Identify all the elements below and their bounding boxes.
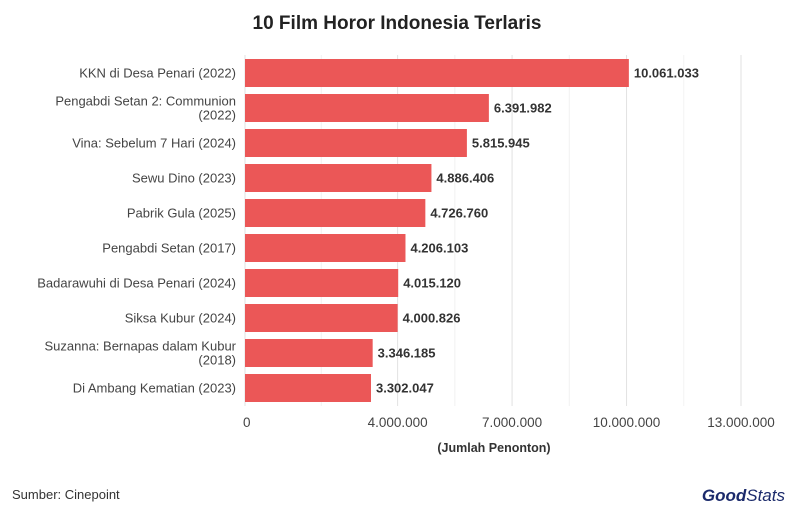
x-axis-title: (Jumlah Penonton) <box>437 441 550 455</box>
bar <box>245 129 467 157</box>
category-label: Sewu Dino (2023) <box>132 171 236 186</box>
bar <box>245 164 432 192</box>
value-label: 5.815.945 <box>472 136 530 151</box>
svg-text:GoodStats: GoodStats <box>702 486 786 505</box>
x-tick-label: 10.000.000 <box>593 415 661 430</box>
category-label: Pengabdi Setan (2017) <box>102 241 236 256</box>
value-label: 4.886.406 <box>436 171 494 186</box>
logo-text-stats: Stats <box>746 486 785 505</box>
value-label: 6.391.982 <box>494 101 552 116</box>
category-label: Pengabdi Setan 2: Communion (2022) <box>55 94 236 123</box>
bar <box>245 94 489 122</box>
x-tick-label: 7.000.000 <box>482 415 542 430</box>
value-label: 3.346.185 <box>378 346 436 361</box>
x-axis-ticks: 0 4.000.000 7.000.000 10.000.000 13.000.000 <box>243 415 775 430</box>
bar <box>245 199 426 227</box>
bar <box>245 339 373 367</box>
category-label: Suzanna: Bernapas dalam Kubur (2018) <box>44 339 236 368</box>
value-label: 4.015.120 <box>403 276 461 291</box>
value-labels: 10.061.033 6.391.982 5.815.945 4.886.406 4.7… <box>376 66 699 396</box>
source-note: Sumber: Cinepoint <box>12 487 120 502</box>
value-label: 3.302.047 <box>376 381 434 396</box>
category-label: Di Ambang Kematian (2023) <box>73 381 236 396</box>
x-tick-label: 0 <box>243 415 251 430</box>
value-label: 4.206.103 <box>410 241 468 256</box>
logo-text-good: Good <box>702 486 747 505</box>
x-tick-label: 13.000.000 <box>707 415 775 430</box>
category-label: KKN di Desa Penari (2022) <box>79 66 236 81</box>
goodstats-logo: GoodStats <box>702 486 786 505</box>
category-label: Pabrik Gula (2025) <box>127 206 236 221</box>
value-label: 4.726.760 <box>430 206 488 221</box>
bar <box>245 234 406 262</box>
bar <box>245 374 371 402</box>
x-tick-label: 4.000.000 <box>368 415 428 430</box>
category-label: Badarawuhi di Desa Penari (2024) <box>37 276 236 291</box>
bar <box>245 269 399 297</box>
category-label: Siksa Kubur (2024) <box>125 311 236 326</box>
value-label: 10.061.033 <box>634 66 699 81</box>
value-label: 4.000.826 <box>403 311 461 326</box>
category-labels: KKN di Desa Penari (2022) Pengabdi Setan … <box>37 66 236 396</box>
category-label: Vina: Sebelum 7 Hari (2024) <box>72 136 236 151</box>
chart-title: 10 Film Horor Indonesia Terlaris <box>253 13 542 34</box>
bar <box>245 59 629 87</box>
bar <box>245 304 398 332</box>
bars <box>245 59 629 402</box>
